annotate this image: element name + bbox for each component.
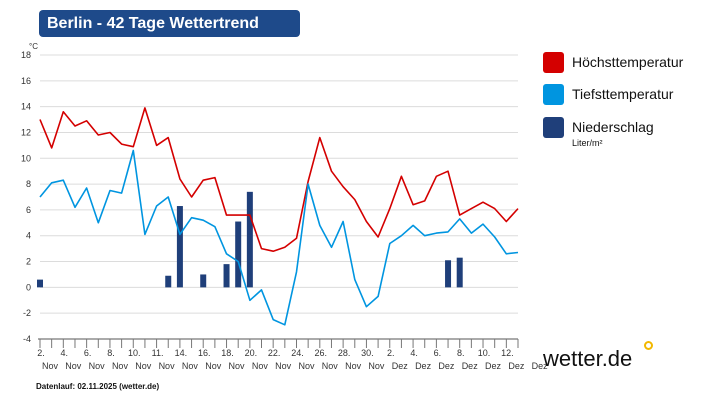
x-day-label: 10. — [478, 348, 491, 358]
legend-swatch-precipitation — [543, 117, 564, 138]
chart-title: Berlin - 42 Tage Wettertrend — [39, 10, 300, 37]
x-day-label: 26. — [315, 348, 328, 358]
y-tick-label: 4 — [26, 231, 31, 241]
y-tick-label: 12 — [21, 127, 31, 137]
precipitation-bar — [235, 221, 242, 288]
axes: 18 16 14 12 10 8 6 4 2 0 -2 -4 °C 2. 4. 6. 8. 10. 11. 14. 16… — [21, 42, 548, 371]
precipitation-bar — [246, 191, 253, 288]
grid-lines — [40, 54, 518, 340]
x-month-label: Nov — [368, 361, 385, 371]
x-month-label: Nov — [322, 361, 339, 371]
y-tick-label: 14 — [21, 102, 31, 112]
x-day-label: 4. — [61, 348, 69, 358]
x-month-label: Nov — [229, 361, 246, 371]
x-day-label: 6. — [84, 348, 92, 358]
brand-logo: wetter.de — [543, 346, 633, 371]
y-tick-label: 16 — [21, 76, 31, 86]
x-day-label: 2. — [37, 348, 45, 358]
x-month-label: Nov — [182, 361, 199, 371]
legend-precip-unit: Liter/m² — [572, 138, 603, 148]
precipitation-bar — [445, 260, 452, 288]
temperature-lines — [39, 107, 519, 326]
legend-label-precipitation: Niederschlag — [572, 119, 654, 135]
brand-dot-icon — [644, 341, 653, 350]
precipitation-bar — [223, 264, 230, 288]
y-tick-label: 10 — [21, 153, 31, 163]
precipitation-bar — [165, 275, 172, 288]
legend-label-max-temp: Höchsttemperatur — [572, 54, 684, 70]
precipitation-bar — [176, 206, 183, 288]
x-month-label: Nov — [42, 361, 59, 371]
y-tick-label: 18 — [21, 50, 31, 60]
y-tick-label: -2 — [23, 308, 31, 318]
legend-item-max-temp: Höchsttemperatur — [543, 52, 683, 73]
legend-swatch-max-temp — [543, 52, 564, 73]
y-tick-label: -4 — [23, 334, 31, 344]
x-month-label: Nov — [89, 361, 106, 371]
y-tick-label: 2 — [26, 257, 31, 267]
x-day-label: 18. — [221, 348, 234, 358]
x-day-label: 8. — [107, 348, 115, 358]
x-month-label: Nov — [345, 361, 362, 371]
data-run-note: Datenlauf: 02.11.2025 (wetter.de) — [36, 382, 160, 391]
legend-label-min-temp: Tiefsttemperatur — [572, 86, 674, 102]
x-day-label: 8. — [457, 348, 465, 358]
legend-swatch-min-temp — [543, 84, 564, 105]
legend-item-min-temp: Tiefsttemperatur — [543, 84, 673, 105]
x-day-label: 10. — [128, 348, 141, 358]
x-month-label: Dez — [438, 361, 455, 371]
x-day-label: 22. — [268, 348, 281, 358]
legend-item-precipitation: Niederschlag Liter/m² — [543, 117, 654, 148]
x-month-label: Nov — [275, 361, 292, 371]
x-day-label: 2. — [387, 348, 395, 358]
y-tick-label: 0 — [26, 282, 31, 292]
x-day-label: 12. — [501, 348, 514, 358]
y-axis-unit: °C — [29, 42, 38, 51]
series-line-min-temp — [39, 149, 519, 326]
series-line-max-temp — [39, 107, 519, 252]
x-day-label: 24. — [291, 348, 304, 358]
x-month-label: Nov — [159, 361, 176, 371]
x-day-label: 11. — [152, 348, 164, 358]
x-month-label: Nov — [65, 361, 82, 371]
precipitation-bar — [456, 257, 463, 288]
x-month-label: Dez — [532, 361, 549, 371]
x-day-label: 28. — [338, 348, 351, 358]
x-month-label: Dez — [485, 361, 502, 371]
precipitation-bar — [37, 279, 43, 288]
precipitation-bar — [200, 274, 207, 288]
x-month-label: Nov — [205, 361, 222, 371]
y-tick-label: 8 — [26, 179, 31, 189]
x-month-label: Dez — [462, 361, 479, 371]
y-tick-label: 6 — [26, 205, 31, 215]
x-month-label: Nov — [135, 361, 152, 371]
x-day-label: 14. — [175, 348, 188, 358]
x-day-label: 6. — [434, 348, 442, 358]
x-month-label: Nov — [252, 361, 269, 371]
x-month-label: Dez — [415, 361, 432, 371]
x-month-label: Nov — [112, 361, 129, 371]
x-day-label: 20. — [245, 348, 258, 358]
x-month-label: Dez — [392, 361, 409, 371]
x-month-label: Dez — [508, 361, 525, 371]
precipitation-bars — [37, 191, 463, 288]
x-day-label: 30. — [361, 348, 374, 358]
x-day-label: 16. — [198, 348, 211, 358]
x-day-label: 4. — [410, 348, 418, 358]
x-month-label: Nov — [298, 361, 315, 371]
